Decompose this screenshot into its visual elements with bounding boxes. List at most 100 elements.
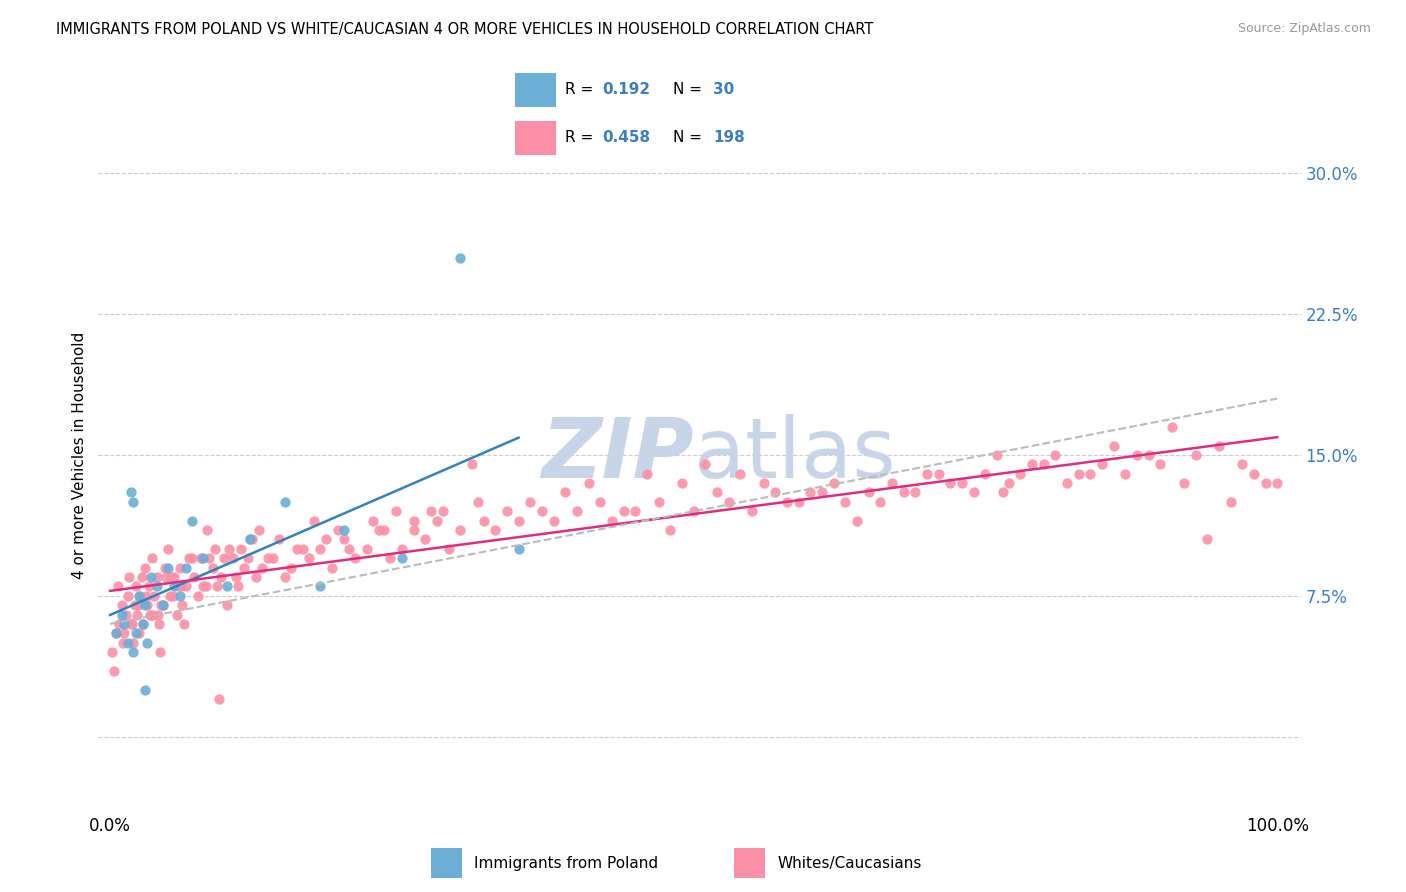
- Point: [152, 598, 174, 612]
- Point: [149, 645, 172, 659]
- Point: [274, 495, 297, 509]
- Point: [112, 626, 135, 640]
- Point: [134, 598, 156, 612]
- Point: [950, 476, 973, 491]
- Point: [166, 607, 188, 622]
- Point: [228, 579, 250, 593]
- Bar: [516, 73, 555, 106]
- Point: [1208, 438, 1230, 452]
- Point: [122, 495, 145, 509]
- Point: [508, 514, 530, 528]
- Point: [104, 626, 127, 640]
- Point: [420, 504, 443, 518]
- Point: [215, 598, 238, 612]
- Point: [385, 504, 408, 518]
- Point: [103, 664, 125, 678]
- Point: [139, 607, 162, 622]
- Point: [565, 504, 588, 518]
- Point: [127, 598, 149, 612]
- Point: [218, 541, 240, 556]
- Point: [1114, 467, 1136, 481]
- Point: [1230, 458, 1253, 472]
- Point: [297, 551, 319, 566]
- Point: [309, 579, 332, 593]
- Point: [373, 523, 395, 537]
- Point: [118, 570, 141, 584]
- Point: [280, 560, 302, 574]
- Point: [321, 560, 343, 574]
- Point: [1254, 476, 1277, 491]
- Point: [245, 570, 267, 584]
- Point: [201, 560, 224, 574]
- Point: [437, 541, 460, 556]
- Point: [249, 523, 271, 537]
- Point: [1102, 438, 1125, 452]
- Point: [153, 560, 176, 574]
- Point: [128, 626, 150, 640]
- Point: [204, 541, 226, 556]
- Point: [115, 607, 138, 622]
- Bar: [734, 848, 765, 878]
- Point: [578, 476, 600, 491]
- Text: 198: 198: [713, 130, 745, 145]
- Point: [402, 514, 425, 528]
- Point: [356, 541, 378, 556]
- Point: [1219, 495, 1241, 509]
- Point: [132, 616, 155, 631]
- Point: [112, 616, 135, 631]
- Point: [600, 514, 623, 528]
- Text: N =: N =: [673, 82, 707, 97]
- Point: [173, 616, 195, 631]
- Point: [291, 541, 314, 556]
- Point: [508, 541, 530, 556]
- Point: [208, 692, 231, 706]
- Point: [1126, 448, 1149, 462]
- Point: [194, 579, 217, 593]
- Point: [190, 551, 212, 566]
- Point: [893, 485, 915, 500]
- Point: [180, 551, 202, 566]
- Point: [159, 589, 181, 603]
- Point: [636, 467, 658, 481]
- Point: [157, 541, 180, 556]
- Point: [361, 514, 384, 528]
- Point: [263, 551, 285, 566]
- Point: [1067, 467, 1090, 481]
- Point: [1091, 458, 1114, 472]
- Point: [214, 551, 236, 566]
- Point: [183, 570, 205, 584]
- Point: [963, 485, 986, 500]
- Text: R =: R =: [565, 130, 598, 145]
- Point: [125, 626, 148, 640]
- Point: [1149, 458, 1171, 472]
- Point: [823, 476, 845, 491]
- Point: [239, 533, 262, 547]
- Point: [413, 533, 436, 547]
- Point: [174, 560, 197, 574]
- Point: [132, 616, 155, 631]
- Point: [169, 560, 191, 574]
- Point: [141, 551, 163, 566]
- Bar: [430, 848, 461, 878]
- Point: [129, 589, 152, 603]
- Point: [846, 514, 869, 528]
- Point: [146, 607, 169, 622]
- Text: atlas: atlas: [693, 415, 896, 495]
- Point: [274, 570, 297, 584]
- Point: [143, 589, 166, 603]
- Point: [146, 570, 169, 584]
- Text: N =: N =: [673, 130, 707, 145]
- Point: [198, 551, 221, 566]
- Point: [136, 636, 159, 650]
- Point: [332, 533, 354, 547]
- Point: [269, 533, 291, 547]
- Point: [1032, 458, 1054, 472]
- Point: [285, 541, 308, 556]
- Point: [155, 570, 177, 584]
- Point: [135, 589, 157, 603]
- Point: [589, 495, 612, 509]
- Point: [122, 645, 145, 659]
- Point: [449, 523, 471, 537]
- Point: [1243, 467, 1265, 481]
- Point: [472, 514, 495, 528]
